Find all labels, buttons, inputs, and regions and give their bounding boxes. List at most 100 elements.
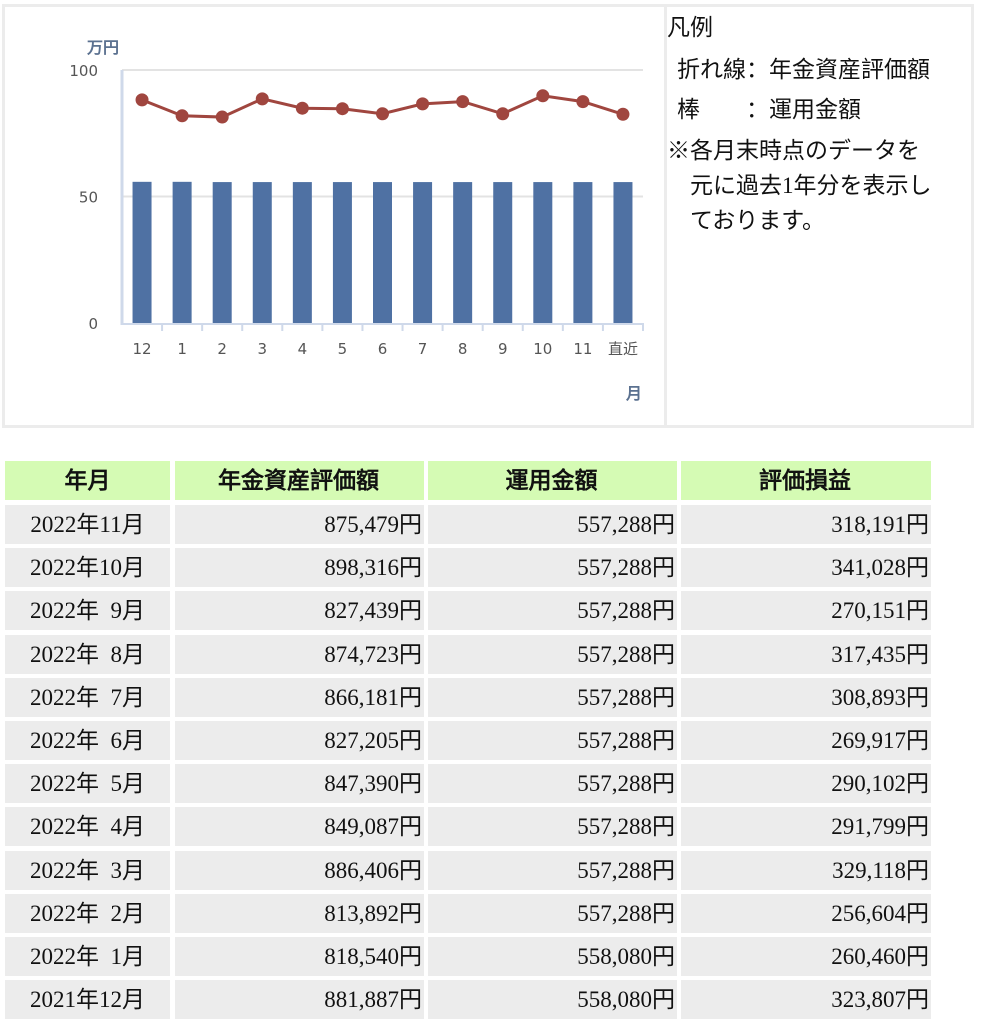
legend-note-line: 元に過去1年分を表示し: [667, 173, 932, 198]
cell-invested-amount: 557,288円: [428, 591, 677, 631]
cell-asset-value: 881,887円: [175, 980, 424, 1020]
x-tick-label: 6: [378, 340, 388, 358]
line-point: [255, 92, 269, 106]
x-tick-label: 11: [573, 340, 592, 358]
cell-gain-loss: 318,191円: [681, 505, 931, 544]
cell-asset-value: 827,439円: [175, 591, 424, 631]
x-axis-title: 月: [625, 384, 642, 403]
cell-year-month: 2022年 8月: [5, 634, 170, 674]
chart-frame: 100 50 0 12 1 2 3 4 5 6 7 8 9 10 11 直近 万円月 凡例 折れ線：年金資産評価…: [2, 4, 974, 428]
line-point: [135, 93, 149, 107]
cell-year-month: 2022年 5月: [5, 764, 170, 804]
bar: [573, 182, 593, 323]
cell-year-month: 2022年11月: [5, 505, 170, 544]
bar: [613, 182, 633, 323]
bar: [493, 182, 513, 323]
cell-invested-amount: 557,288円: [428, 505, 677, 544]
y-unit-label: 万円: [86, 38, 119, 57]
cell-gain-loss: 291,799円: [681, 807, 931, 847]
y-tick-label: 0: [88, 315, 98, 333]
cell-asset-value: 849,087円: [175, 807, 424, 847]
y-tick-label: 100: [69, 62, 98, 80]
line-point: [215, 110, 229, 124]
x-tick-label: 9: [498, 340, 508, 358]
bar: [332, 182, 352, 323]
bar: [373, 182, 392, 323]
cell-gain-loss: 308,893円: [681, 677, 931, 717]
x-tick-label: 2: [217, 340, 227, 358]
bar: [212, 182, 232, 323]
x-tick-label: 5: [338, 340, 348, 358]
cell-gain-loss: 329,118円: [681, 850, 931, 890]
cell-year-month: 2022年10月: [5, 548, 170, 588]
cell-asset-value: 827,205円: [175, 721, 424, 760]
cell-asset-value: 813,892円: [175, 893, 424, 933]
header-asset-value: 年金資産評価額: [175, 461, 424, 500]
x-tick-label: 12: [132, 340, 151, 358]
x-tick-label: 1: [177, 340, 187, 358]
line-point: [576, 95, 590, 109]
cell-gain-loss: 256,604円: [681, 893, 931, 933]
cell-invested-amount: 557,288円: [428, 677, 677, 717]
x-tick-label: 4: [298, 340, 308, 358]
cell-asset-value: 886,406円: [175, 850, 424, 890]
line-point: [376, 107, 389, 121]
line-point: [416, 97, 430, 111]
cell-invested-amount: 557,288円: [428, 850, 677, 890]
bar: [453, 182, 473, 323]
cell-gain-loss: 290,102円: [681, 764, 931, 804]
cell-invested-amount: 557,288円: [428, 893, 677, 933]
y-tick-label: 50: [79, 189, 98, 207]
x-tick-label: 10: [533, 340, 552, 358]
cell-year-month: 2022年 2月: [5, 893, 170, 933]
cell-asset-value: 866,181円: [175, 677, 424, 717]
legend-note-line: ております。: [667, 208, 826, 233]
legend-bar-item: 棒 ：運用金額: [677, 97, 861, 122]
cell-asset-value: 875,479円: [175, 505, 424, 544]
header-gain-loss: 評価損益: [681, 461, 931, 500]
cell-gain-loss: 270,151円: [681, 591, 931, 631]
cell-gain-loss: 260,460円: [681, 937, 931, 976]
line-point: [175, 109, 189, 123]
cell-invested-amount: 557,288円: [428, 548, 677, 588]
bar: [292, 182, 312, 323]
x-tick-label: 8: [458, 340, 468, 358]
cell-gain-loss: 323,807円: [681, 980, 931, 1020]
cell-invested-amount: 558,080円: [428, 937, 677, 976]
cell-asset-value: 874,723円: [175, 634, 424, 674]
cell-invested-amount: 557,288円: [428, 721, 677, 760]
chart-panel: 100 50 0 12 1 2 3 4 5 6 7 8 9 10 11 直近 万円月: [5, 7, 664, 425]
legend-note: ※各月末時点のデータを 元に過去1年分を表示し ております。: [667, 133, 967, 238]
bar: [132, 181, 152, 323]
header-invested-amount: 運用金額: [428, 461, 677, 500]
cell-year-month: 2022年 7月: [5, 677, 170, 717]
x-tick-label: 3: [257, 340, 267, 358]
cell-year-month: 2022年 3月: [5, 850, 170, 890]
header-year-month: 年月: [5, 461, 170, 500]
cell-invested-amount: 557,288円: [428, 634, 677, 674]
legend-title: 凡例: [667, 15, 713, 40]
bar: [252, 182, 272, 323]
cell-invested-amount: 557,288円: [428, 764, 677, 804]
bar: [172, 181, 192, 323]
cell-year-month: 2022年 4月: [5, 807, 170, 847]
cell-asset-value: 898,316円: [175, 548, 424, 588]
cell-invested-amount: 558,080円: [428, 980, 677, 1020]
cell-asset-value: 847,390円: [175, 764, 424, 804]
cell-year-month: 2022年 6月: [5, 721, 170, 760]
cell-invested-amount: 557,288円: [428, 807, 677, 847]
cell-gain-loss: 269,917円: [681, 721, 931, 760]
line-point: [456, 95, 470, 109]
x-tick-label: 直近: [608, 340, 638, 358]
bar: [533, 182, 553, 323]
x-tick-label: 7: [418, 340, 428, 358]
cell-asset-value: 818,540円: [175, 937, 424, 976]
legend-line-item: 折れ線：年金資産評価額: [677, 57, 930, 82]
line-point: [616, 107, 630, 121]
cell-year-month: 2022年 9月: [5, 591, 170, 631]
legend-note-line: ※各月末時点のデータを: [667, 138, 920, 163]
bar: [413, 182, 433, 323]
line-point: [496, 107, 510, 121]
cell-year-month: 2022年 1月: [5, 937, 170, 976]
